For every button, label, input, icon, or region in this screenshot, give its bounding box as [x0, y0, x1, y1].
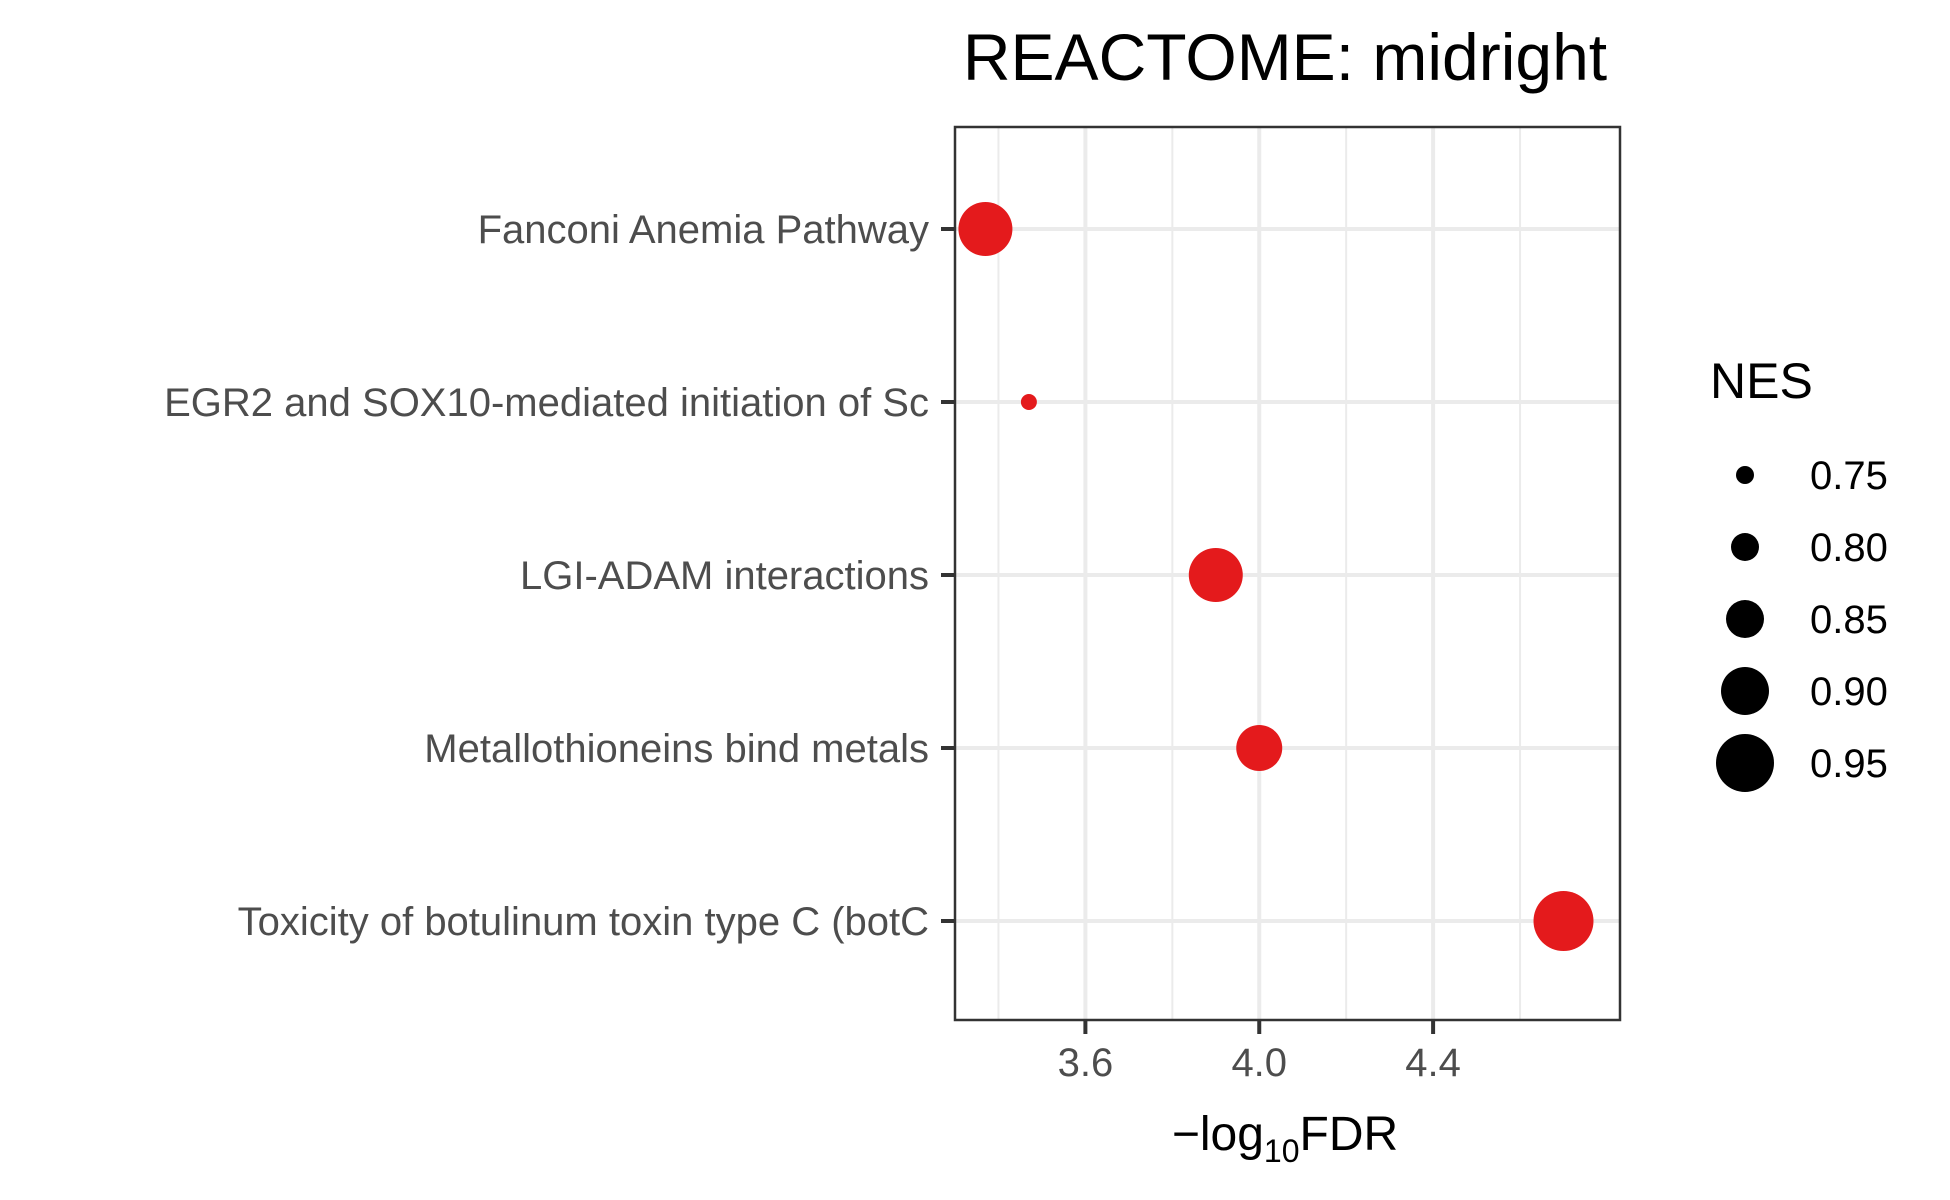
legend-label: 0.80 — [1810, 526, 1888, 570]
data-point — [1533, 891, 1594, 951]
x-tick-label: 3.6 — [1058, 1041, 1114, 1085]
data-point — [1188, 548, 1243, 602]
y-tick-label: LGI-ADAM interactions — [520, 554, 929, 598]
legend: NES 0.75 0.80 0.85 0.90 0.95 — [1710, 353, 1888, 792]
y-tick-label: Metallothioneins bind metals — [424, 727, 929, 771]
x-tick-label: 4.4 — [1405, 1041, 1461, 1085]
x-axis-label: −log10FDR — [1172, 1108, 1398, 1169]
legend-label: 0.75 — [1810, 454, 1888, 498]
y-tick-label: Fanconi Anemia Pathway — [478, 208, 929, 252]
chart-title: REACTOME: midright — [963, 20, 1607, 94]
legend-key — [1721, 667, 1769, 715]
legend-label: 0.85 — [1810, 598, 1888, 642]
legend-title: NES — [1710, 353, 1813, 409]
y-tick-label: EGR2 and SOX10-mediated initiation of Sc — [164, 381, 929, 425]
data-point — [1020, 394, 1037, 410]
legend-key — [1726, 600, 1764, 638]
y-axis: Fanconi Anemia Pathway EGR2 and SOX10-med… — [164, 208, 955, 944]
legend-label: 0.95 — [1810, 742, 1888, 786]
legend-label: 0.90 — [1810, 670, 1888, 714]
legend-key — [1736, 466, 1754, 484]
data-point — [958, 202, 1013, 256]
legend-key — [1731, 533, 1759, 561]
x-tick-label: 4.0 — [1231, 1041, 1287, 1085]
data-point — [1236, 725, 1283, 771]
plot-panel — [953, 125, 1622, 1022]
x-axis: 3.6 4.0 4.4 — [1058, 1020, 1461, 1085]
y-tick-label: Toxicity of botulinum toxin type C (botC — [238, 900, 929, 944]
legend-key — [1716, 734, 1774, 792]
